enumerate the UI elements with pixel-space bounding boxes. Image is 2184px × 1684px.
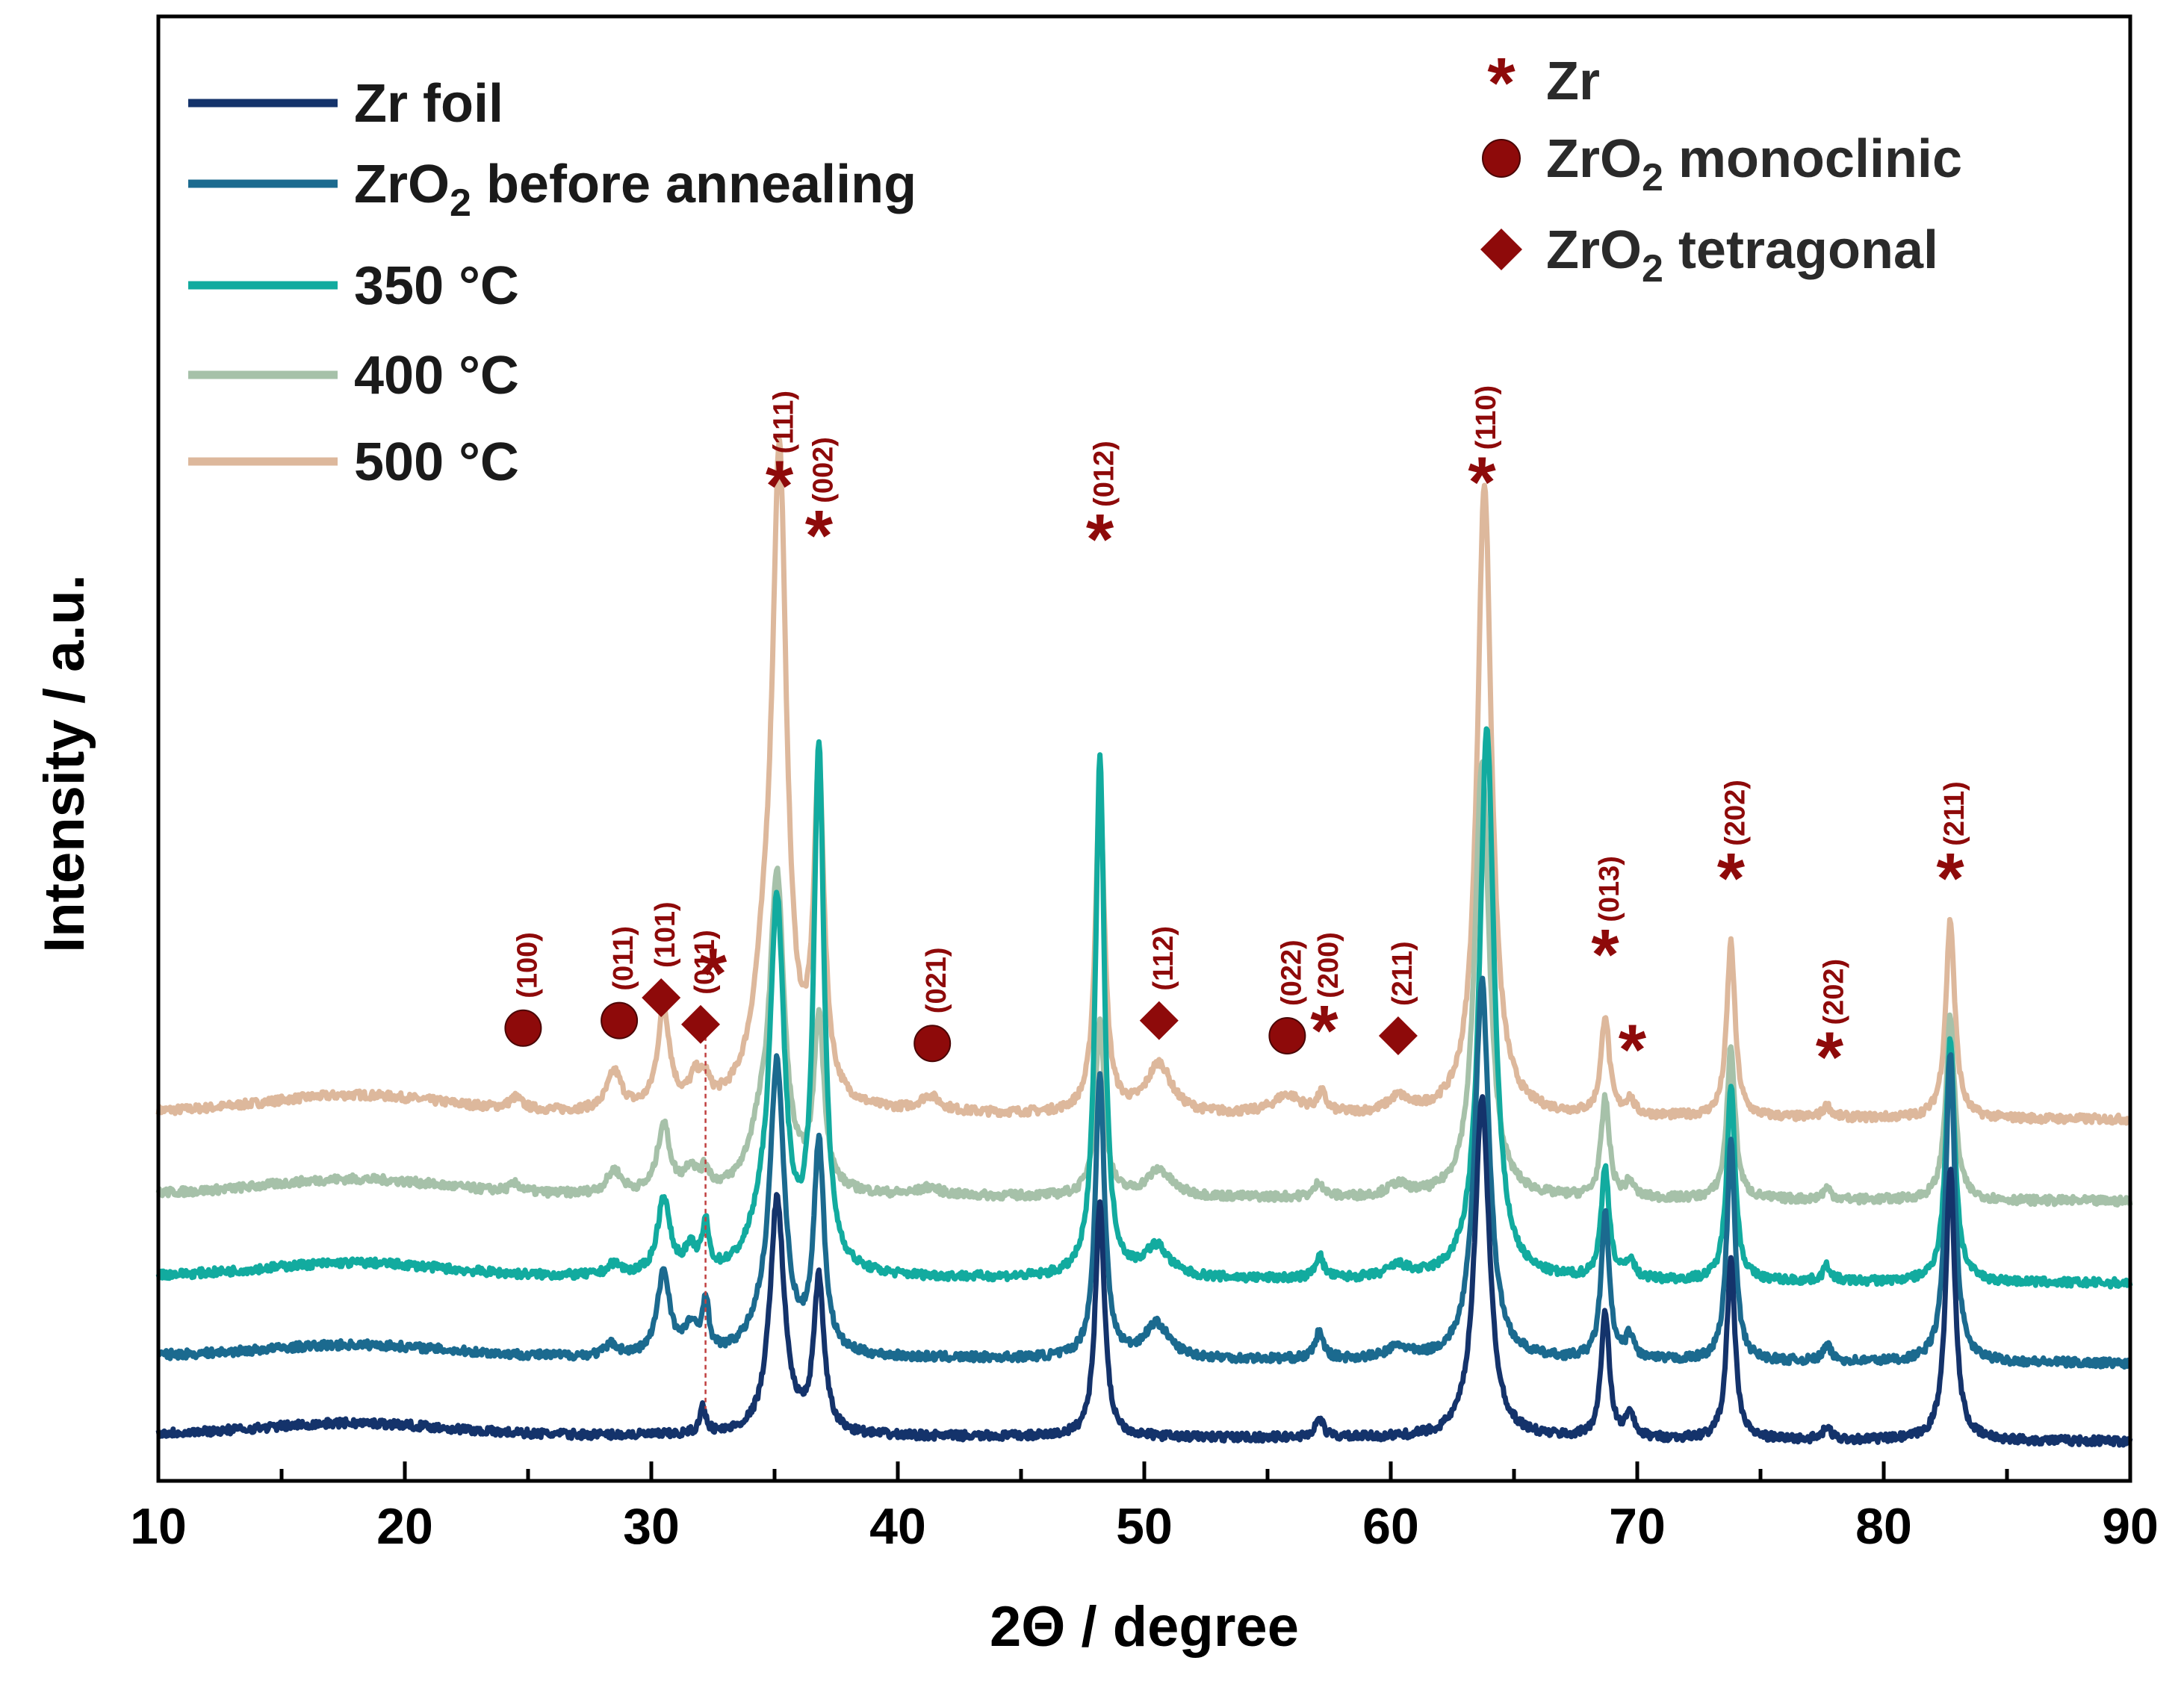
legend-entry: 400 °C	[188, 346, 519, 406]
monoclinic-marker	[913, 1025, 952, 1063]
zr-marker: *	[1487, 43, 1516, 123]
hkl-label: (110)	[1471, 385, 1502, 450]
peak-annotation: *	[699, 933, 728, 1013]
monoclinic-marker	[1268, 1017, 1306, 1054]
x-tick-label: 30	[623, 1498, 680, 1555]
legend-label: 350 °C	[354, 256, 519, 316]
peak-annotation: (021)	[913, 947, 952, 1063]
legend-entry: 350 °C	[188, 256, 519, 316]
legend-entry: ZrO2 before annealing	[188, 155, 916, 225]
x-tick-label: 10	[130, 1498, 187, 1555]
peak-annotation: *(002)	[805, 437, 840, 576]
legend-entry: 500 °C	[188, 432, 519, 492]
zr-marker: *	[1816, 1018, 1844, 1098]
peak-annotation: *(200)	[1310, 932, 1344, 1071]
zr-marker: *	[1310, 991, 1338, 1071]
monoclinic-marker	[1482, 139, 1521, 178]
legend-label: ZrO2 before annealing	[354, 155, 916, 225]
series-line	[155, 759, 2133, 1208]
phase-legend-entry: * Zr	[1487, 43, 1600, 123]
hkl-label: (202)	[1719, 780, 1751, 846]
peak-annotation: *(202)	[1816, 959, 1850, 1098]
tetragonal-marker	[642, 978, 681, 1017]
peak-annotation: (211)	[1378, 941, 1418, 1055]
hkl-label: (200)	[1313, 932, 1344, 998]
x-axis-ticks: 10 20 30 40 50 60 70 80 90	[130, 1461, 2159, 1555]
tetragonal-marker	[681, 1004, 720, 1044]
hkl-label: (211)	[1387, 941, 1418, 1006]
peak-annotation: *(111)	[766, 391, 800, 526]
hkl-label: (013)	[1594, 856, 1625, 922]
phase-legend-label: Zr	[1546, 52, 1600, 111]
x-tick-label: 20	[376, 1498, 433, 1555]
series-line	[155, 726, 2133, 1290]
zr-marker: *	[1591, 915, 1619, 995]
legend-label: Zr foil	[354, 74, 503, 134]
hkl-label: (111)	[769, 391, 800, 454]
phase-legend: * Zr ZrO2 monoclinic ZrO2 tetragonal	[1480, 43, 1962, 290]
peak-annotation: (011)	[681, 930, 721, 1044]
peak-annotation: *(013)	[1591, 856, 1625, 995]
hkl-label: (012)	[1089, 441, 1120, 507]
monoclinic-marker	[601, 1001, 639, 1040]
peak-annotation: (100)	[504, 932, 543, 1047]
peak-annotation: (022)	[1268, 939, 1307, 1054]
x-tick-label: 60	[1362, 1498, 1419, 1555]
peak-annotation: *(012)	[1086, 441, 1120, 580]
phase-legend-label: ZrO2 monoclinic	[1546, 129, 1962, 199]
hkl-label: (021)	[921, 947, 952, 1013]
series-layer	[155, 437, 2133, 1448]
legend-entry: Zr foil	[188, 74, 503, 134]
hkl-label: (202)	[1818, 959, 1849, 1025]
tetragonal-marker	[1378, 1016, 1418, 1055]
zr-marker: *	[1936, 839, 1964, 919]
tetragonal-marker	[1139, 1001, 1179, 1040]
x-tick-label: 80	[1855, 1498, 1912, 1555]
series-line	[156, 975, 2132, 1370]
zr-marker: *	[1468, 442, 1496, 522]
zr-marker: *	[1717, 839, 1746, 919]
x-tick-label: 50	[1116, 1498, 1173, 1555]
peak-annotation: (112)	[1139, 926, 1179, 1040]
monoclinic-marker	[504, 1009, 542, 1047]
zr-marker: *	[1086, 500, 1114, 580]
peak-annotation: *(110)	[1468, 385, 1502, 523]
series-line	[155, 437, 2132, 1126]
x-tick-label: 40	[869, 1498, 926, 1555]
x-tick-label: 90	[2102, 1498, 2159, 1555]
zr-marker: *	[1619, 1010, 1647, 1090]
phase-legend-label: ZrO2 tetragonal	[1546, 220, 1938, 290]
legend-label: 500 °C	[354, 432, 519, 492]
legend: Zr foil ZrO2 before annealing 350 °C 400 °C…	[188, 74, 916, 492]
hkl-label: (100)	[512, 932, 543, 998]
phase-legend-entry: ZrO2 monoclinic	[1482, 129, 1962, 199]
zr-marker: *	[805, 496, 834, 576]
hkl-label: (101)	[650, 901, 681, 968]
legend-label: 400 °C	[354, 346, 519, 406]
phase-legend-entry: ZrO2 tetragonal	[1480, 220, 1938, 290]
peak-annotation-layer: (100) (011) (101) (011)**(111)*(002)(021)*(…	[504, 385, 1970, 1098]
peak-annotation: *	[1619, 1010, 1647, 1090]
hkl-label: (002)	[807, 437, 839, 503]
hkl-label: (011)	[689, 930, 721, 995]
hkl-label: (011)	[608, 926, 639, 991]
peak-annotation: (101)	[642, 901, 681, 1017]
hkl-label: (112)	[1148, 926, 1179, 991]
hkl-label: (211)	[1939, 781, 1970, 846]
peak-annotation: (011)	[601, 926, 639, 1040]
zr-marker: *	[766, 447, 794, 526]
peak-annotation: *(211)	[1936, 781, 1970, 919]
x-tick-label: 70	[1609, 1498, 1666, 1555]
x-axis-title: 2Θ / degree	[990, 1595, 1299, 1659]
series-line	[155, 1094, 2133, 1448]
hkl-label: (022)	[1276, 939, 1307, 1006]
tetragonal-marker	[1480, 229, 1522, 270]
y-axis-title: Intensity / a.u.	[33, 574, 96, 953]
zr-marker: *	[699, 933, 728, 1013]
peak-annotation: *(202)	[1717, 780, 1752, 919]
